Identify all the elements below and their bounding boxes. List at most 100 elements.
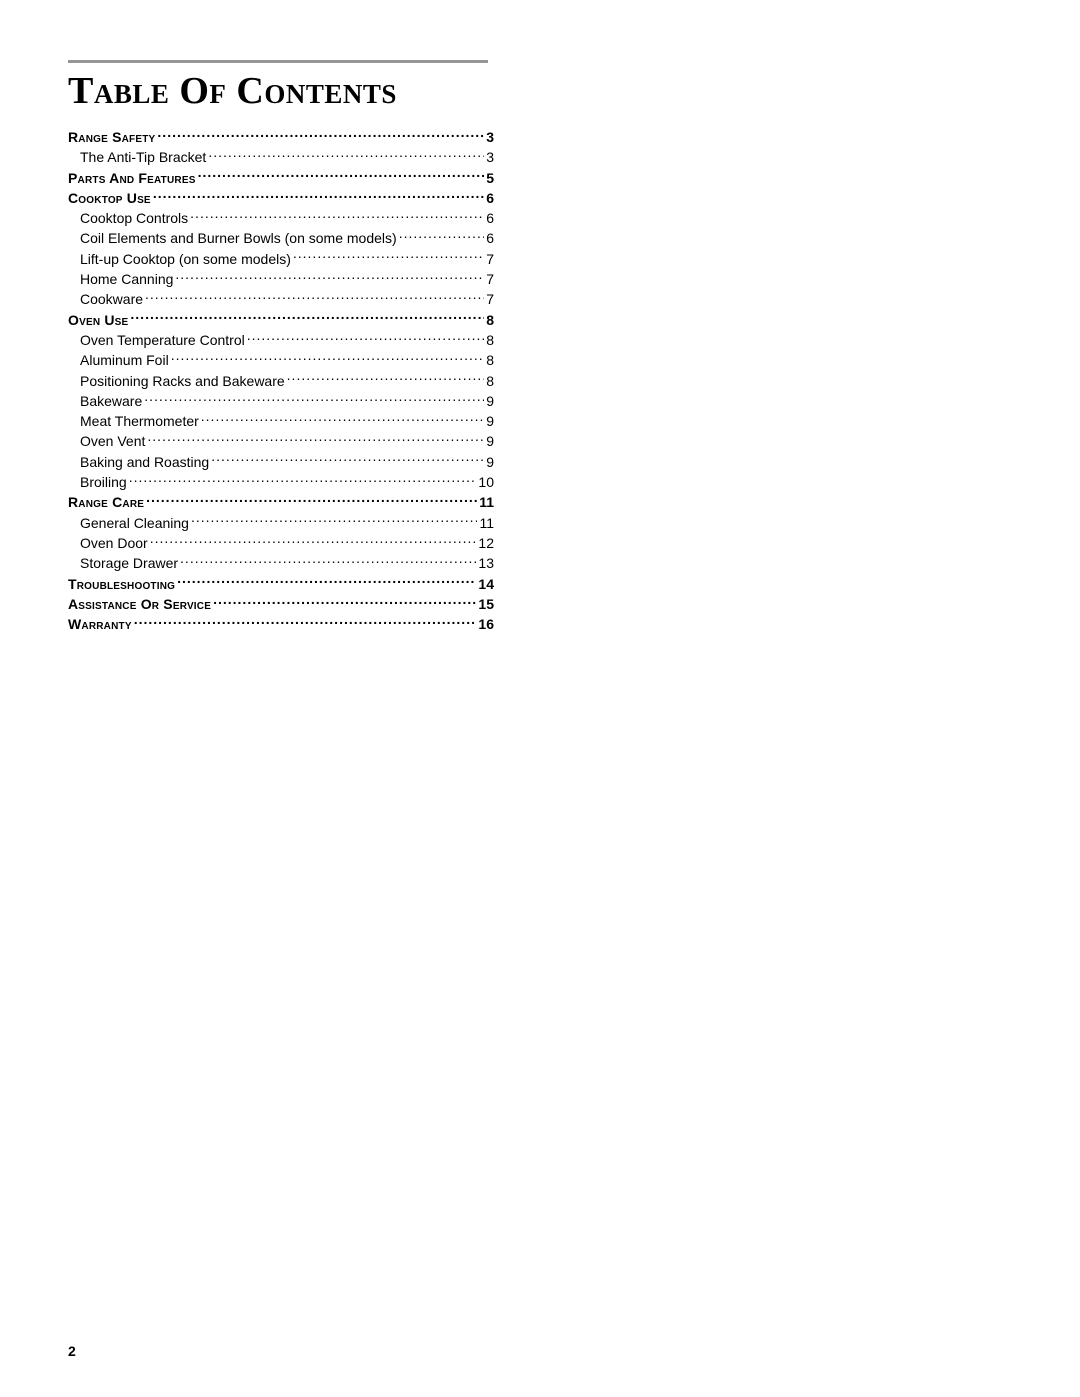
toc-row: Oven Temperature Control 8 (68, 330, 494, 350)
toc-leader-dots (134, 615, 477, 629)
toc-leader-dots (211, 453, 484, 467)
toc-leader-dots (129, 473, 477, 487)
toc-row: Broiling 10 (68, 472, 494, 492)
toc-leader-dots (175, 270, 484, 284)
toc-entry-page: 3 (486, 147, 494, 167)
toc-leader-dots (198, 169, 485, 183)
toc-row: The Anti-Tip Bracket 3 (68, 147, 494, 167)
toc-entry-page: 6 (486, 208, 494, 228)
toc-entry-label: The Anti-Tip Bracket (68, 147, 206, 167)
toc-entry-page: 7 (486, 249, 494, 269)
toc-entry-page: 11 (479, 513, 494, 533)
toc-entry-label: Baking and Roasting (68, 452, 209, 472)
document-page: Table Of Contents Range Safety3The Anti-… (0, 0, 1080, 1397)
toc-leader-dots (287, 372, 485, 386)
toc-row: Cooktop Use 6 (68, 188, 494, 208)
toc-entry-label: Oven Door (68, 533, 148, 553)
toc-entry-page: 12 (478, 533, 494, 553)
toc-entry-label: Warranty (68, 614, 132, 634)
toc-row: Assistance Or Service 15 (68, 594, 494, 614)
toc-entry-page: 7 (486, 269, 494, 289)
toc-leader-dots (150, 534, 477, 548)
toc-entry-label: Oven Use (68, 310, 128, 330)
toc-list: Range Safety3The Anti-Tip Bracket3Parts … (68, 127, 494, 634)
toc-entry-page: 6 (486, 188, 494, 208)
toc-entry-page: 7 (486, 289, 494, 309)
toc-entry-page: 8 (486, 310, 494, 330)
toc-entry-label: Oven Vent (68, 431, 145, 451)
toc-leader-dots (180, 554, 476, 568)
toc-entry-label: Assistance Or Service (68, 594, 211, 614)
toc-row: Home Canning 7 (68, 269, 494, 289)
toc-leader-dots (247, 331, 484, 345)
toc-row: Baking and Roasting 9 (68, 452, 494, 472)
toc-leader-dots (153, 189, 484, 203)
toc-leader-dots (399, 229, 485, 243)
toc-entry-page: 11 (479, 492, 494, 512)
toc-entry-label: Cooktop Use (68, 188, 151, 208)
toc-row: Aluminum Foil 8 (68, 350, 494, 370)
toc-entry-label: Troubleshooting (68, 574, 175, 594)
toc-leader-dots (146, 493, 477, 507)
toc-entry-label: Coil Elements and Burner Bowls (on some … (68, 228, 397, 248)
toc-entry-page: 10 (478, 472, 494, 492)
toc-entry-page: 9 (486, 431, 494, 451)
toc-row: Bakeware9 (68, 391, 494, 411)
toc-leader-dots (147, 432, 484, 446)
horizontal-rule (68, 60, 488, 63)
toc-entry-page: 14 (478, 574, 494, 594)
toc-entry-page: 5 (486, 168, 494, 188)
toc-entry-page: 9 (486, 411, 494, 431)
toc-row: Lift-up Cooktop (on some models) 7 (68, 249, 494, 269)
toc-row: Oven Door 12 (68, 533, 494, 553)
toc-leader-dots (190, 209, 484, 223)
toc-title: Table Of Contents (68, 69, 1012, 113)
toc-leader-dots (293, 250, 484, 264)
toc-entry-page: 6 (486, 228, 494, 248)
toc-entry-label: Cookware (68, 289, 143, 309)
toc-leader-dots (157, 128, 484, 142)
toc-entry-label: Home Canning (68, 269, 173, 289)
toc-leader-dots (177, 575, 476, 589)
toc-entry-label: Meat Thermometer (68, 411, 199, 431)
toc-entry-label: Storage Drawer (68, 553, 178, 573)
toc-row: Parts And Features 5 (68, 168, 494, 188)
page-number: 2 (68, 1343, 76, 1359)
toc-entry-page: 9 (486, 391, 494, 411)
toc-row: Meat Thermometer 9 (68, 411, 494, 431)
toc-leader-dots (213, 595, 476, 609)
toc-row: Oven Vent 9 (68, 431, 494, 451)
toc-entry-page: 8 (486, 330, 494, 350)
toc-entry-label: Range Safety (68, 127, 155, 147)
toc-leader-dots (145, 290, 484, 304)
toc-leader-dots (201, 412, 484, 426)
toc-leader-dots (191, 514, 477, 528)
toc-row: Warranty 16 (68, 614, 494, 634)
toc-entry-label: Parts And Features (68, 168, 196, 188)
toc-entry-label: Broiling (68, 472, 127, 492)
toc-entry-label: Positioning Racks and Bakeware (68, 371, 285, 391)
toc-entry-page: 16 (478, 614, 494, 634)
toc-leader-dots (144, 392, 484, 406)
toc-row: Troubleshooting 14 (68, 574, 494, 594)
toc-row: Range Safety3 (68, 127, 494, 147)
toc-entry-page: 13 (478, 553, 494, 573)
toc-leader-dots (171, 351, 485, 365)
toc-row: Oven Use 8 (68, 310, 494, 330)
toc-entry-label: Range Care (68, 492, 144, 512)
toc-entry-page: 15 (478, 594, 494, 614)
toc-row: Range Care 11 (68, 492, 494, 512)
toc-entry-label: Cooktop Controls (68, 208, 188, 228)
toc-row: Cookware 7 (68, 289, 494, 309)
toc-entry-page: 8 (486, 371, 494, 391)
toc-entry-label: Aluminum Foil (68, 350, 169, 370)
toc-entry-label: Oven Temperature Control (68, 330, 245, 350)
toc-row: Storage Drawer 13 (68, 553, 494, 573)
toc-entry-label: Lift-up Cooktop (on some models) (68, 249, 291, 269)
toc-row: Positioning Racks and Bakeware 8 (68, 371, 494, 391)
toc-row: Cooktop Controls 6 (68, 208, 494, 228)
toc-entry-label: General Cleaning (68, 513, 189, 533)
toc-entry-page: 8 (486, 350, 494, 370)
toc-entry-page: 9 (486, 452, 494, 472)
toc-row: Coil Elements and Burner Bowls (on some … (68, 228, 494, 248)
